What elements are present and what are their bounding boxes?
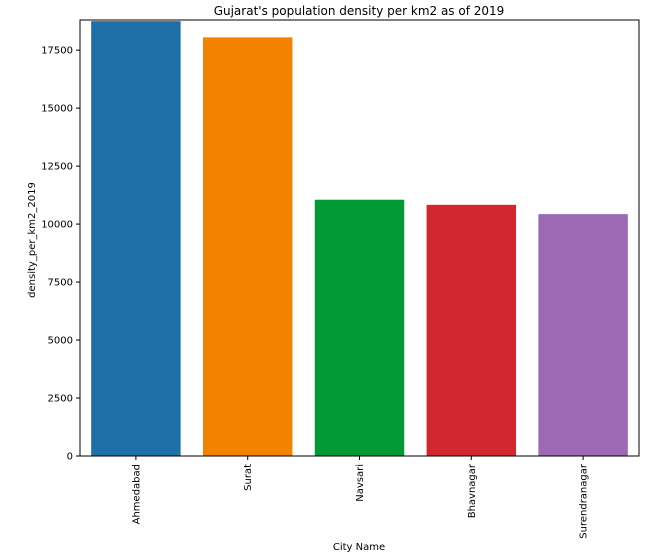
x-tick-label: Surendranagar <box>579 463 590 539</box>
x-axis-label: City Name <box>333 542 385 553</box>
y-axis: 0 2500 5000 7500 10000 12500 15000 17500 <box>41 46 80 463</box>
bars-group <box>91 21 628 457</box>
x-tick-label: Surat <box>243 464 254 491</box>
y-tick-label: 0 <box>67 452 73 463</box>
chart-title: Gujarat's population density per km2 as … <box>214 4 505 18</box>
bar-surendranagar <box>538 214 628 456</box>
plot-frame <box>79 19 640 457</box>
x-tick-label: Ahmedabad <box>131 464 142 524</box>
bar-bhavnagar <box>426 204 517 456</box>
x-axis: Ahmedabad Surat Navsari Bhavnagar Surendrana… <box>131 456 590 539</box>
y-axis-label: density_per_km2_2019 <box>27 182 38 298</box>
x-tick-label: Navsari <box>355 464 366 502</box>
y-tick-label: 5000 <box>48 336 73 347</box>
y-tick-label: 12500 <box>41 162 73 173</box>
bar-ahmedabad <box>91 21 181 456</box>
y-tick-label: 10000 <box>41 220 73 231</box>
y-tick-label: 15000 <box>41 104 73 115</box>
y-tick-label: 17500 <box>41 46 73 57</box>
bar-navsari <box>314 199 405 457</box>
bar-surat <box>202 37 293 456</box>
y-tick-label: 2500 <box>48 394 73 405</box>
x-tick-label: Bhavnagar <box>467 463 478 518</box>
y-tick-label: 7500 <box>48 278 73 289</box>
